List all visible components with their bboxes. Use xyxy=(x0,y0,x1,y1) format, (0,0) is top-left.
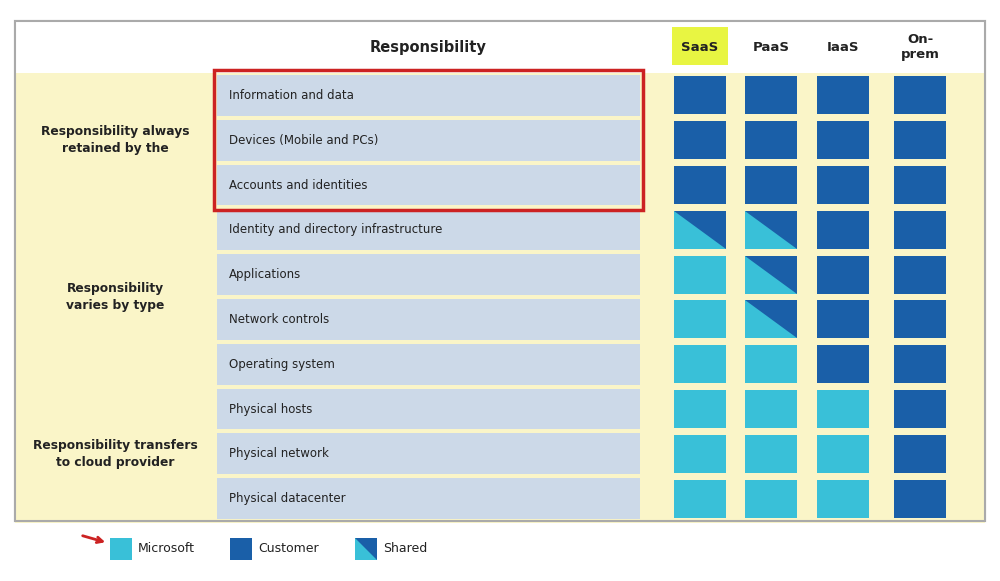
Text: Physical datacenter: Physical datacenter xyxy=(229,492,346,505)
Bar xyxy=(230,538,252,560)
Bar xyxy=(894,345,946,383)
Text: Microsoft: Microsoft xyxy=(138,543,195,555)
Bar xyxy=(894,390,946,428)
Bar xyxy=(745,300,797,338)
Bar xyxy=(674,479,726,518)
Bar xyxy=(217,478,640,519)
Bar xyxy=(217,164,640,206)
Bar xyxy=(15,21,985,521)
Text: PaaS: PaaS xyxy=(753,41,790,53)
Bar xyxy=(672,27,728,65)
Text: Responsibility
varies by type: Responsibility varies by type xyxy=(66,282,164,312)
Polygon shape xyxy=(355,538,377,560)
Bar xyxy=(894,256,946,293)
Bar xyxy=(15,206,985,389)
Bar xyxy=(745,121,797,159)
Text: Responsibility always
retained by the: Responsibility always retained by the xyxy=(41,125,189,155)
Text: On-
prem: On- prem xyxy=(901,33,939,61)
Bar xyxy=(745,166,797,204)
Bar xyxy=(674,435,726,473)
Bar xyxy=(110,538,132,560)
Bar xyxy=(674,256,726,293)
Text: Information and data: Information and data xyxy=(229,89,354,102)
Text: Accounts and identities: Accounts and identities xyxy=(229,178,368,192)
Bar xyxy=(817,76,869,114)
Bar xyxy=(745,211,797,249)
Bar xyxy=(15,21,985,521)
Polygon shape xyxy=(674,211,726,249)
Bar xyxy=(217,299,640,340)
Bar xyxy=(15,71,985,209)
Bar xyxy=(674,345,726,383)
Bar xyxy=(745,435,797,473)
Bar xyxy=(894,76,946,114)
Bar xyxy=(674,211,726,249)
Text: Shared: Shared xyxy=(383,543,427,555)
Bar xyxy=(745,390,797,428)
Bar xyxy=(894,479,946,518)
Bar xyxy=(817,211,869,249)
Bar xyxy=(217,254,640,295)
Bar xyxy=(817,121,869,159)
Bar xyxy=(15,21,985,73)
Bar xyxy=(217,120,640,160)
Bar xyxy=(894,121,946,159)
Bar xyxy=(674,166,726,204)
Bar xyxy=(217,433,640,474)
Bar xyxy=(217,344,640,385)
Text: Physical network: Physical network xyxy=(229,447,329,460)
Bar xyxy=(217,209,640,250)
Bar xyxy=(894,300,946,338)
Text: Operating system: Operating system xyxy=(229,358,335,371)
Polygon shape xyxy=(745,300,797,338)
Bar xyxy=(745,76,797,114)
Text: Responsibility transfers
to cloud provider: Responsibility transfers to cloud provid… xyxy=(33,439,197,469)
Bar xyxy=(817,300,869,338)
Bar xyxy=(817,435,869,473)
Text: IaaS: IaaS xyxy=(827,41,859,53)
Text: SaaS: SaaS xyxy=(681,41,719,53)
Text: Physical hosts: Physical hosts xyxy=(229,403,312,415)
Bar xyxy=(894,211,946,249)
Bar xyxy=(894,166,946,204)
Bar xyxy=(817,345,869,383)
Bar xyxy=(217,389,640,429)
Bar xyxy=(817,390,869,428)
Text: Identity and directory infrastructure: Identity and directory infrastructure xyxy=(229,223,442,236)
Text: Applications: Applications xyxy=(229,268,301,281)
Bar xyxy=(817,256,869,293)
Bar xyxy=(817,166,869,204)
Text: Customer: Customer xyxy=(258,543,319,555)
Bar xyxy=(674,390,726,428)
Bar xyxy=(817,479,869,518)
Bar xyxy=(745,345,797,383)
Bar xyxy=(15,385,985,523)
Text: Responsibility: Responsibility xyxy=(370,40,487,55)
Bar xyxy=(674,121,726,159)
Text: Devices (Mobile and PCs): Devices (Mobile and PCs) xyxy=(229,134,378,146)
Bar xyxy=(745,256,797,293)
Bar xyxy=(355,538,377,560)
Polygon shape xyxy=(745,211,797,249)
Bar xyxy=(894,435,946,473)
Text: Network controls: Network controls xyxy=(229,313,329,326)
Bar xyxy=(745,479,797,518)
Bar xyxy=(674,76,726,114)
Bar xyxy=(674,300,726,338)
Bar xyxy=(217,75,640,116)
Polygon shape xyxy=(745,256,797,293)
